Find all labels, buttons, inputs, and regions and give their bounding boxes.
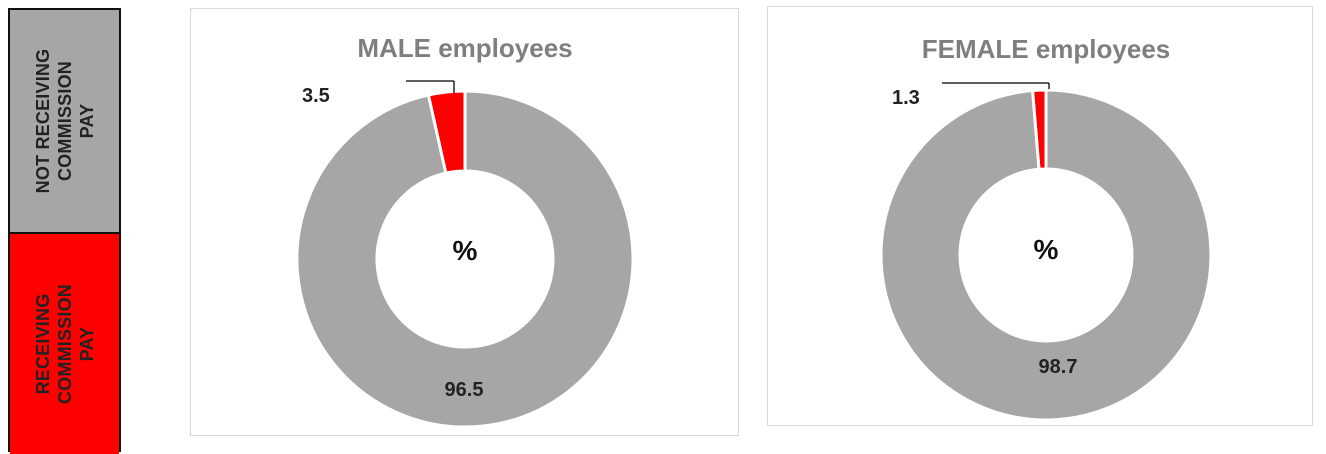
donut-chart-female: FEMALE employees 1.3 98.7 %: [879, 34, 1213, 422]
legend-label-receiving: RECEIVING COMMISSION PAY: [32, 284, 97, 405]
chart-panel-male: MALE employees 3.5 96.5 %: [190, 8, 739, 436]
slice-not-receiving: [879, 88, 1213, 422]
chart-title: MALE employees: [357, 33, 572, 63]
legend-label-not-receiving: NOT RECEIVING COMMISSION PAY: [32, 48, 97, 194]
chart-title: FEMALE employees: [922, 34, 1171, 64]
legend-item-receiving: RECEIVING COMMISSION PAY: [10, 234, 119, 454]
data-label-not-receiving: 98.7: [1039, 356, 1078, 378]
legend-item-not-receiving: NOT RECEIVING COMMISSION PAY: [10, 10, 119, 234]
chart-panel-female: FEMALE employees 1.3 98.7 %: [767, 6, 1313, 426]
donut-slices: [879, 88, 1213, 422]
data-label-receiving: 3.5: [302, 85, 330, 107]
center-label: %: [453, 235, 478, 266]
donut-chart-male: MALE employees 3.5 96.5 %: [295, 33, 635, 429]
donut-slices: [295, 89, 635, 429]
slice-not-receiving: [295, 89, 635, 429]
center-label: %: [1034, 234, 1059, 265]
data-label-receiving: 1.3: [892, 87, 920, 109]
data-label-not-receiving: 96.5: [445, 379, 484, 401]
legend: NOT RECEIVING COMMISSION PAY RECEIVING C…: [8, 8, 121, 454]
